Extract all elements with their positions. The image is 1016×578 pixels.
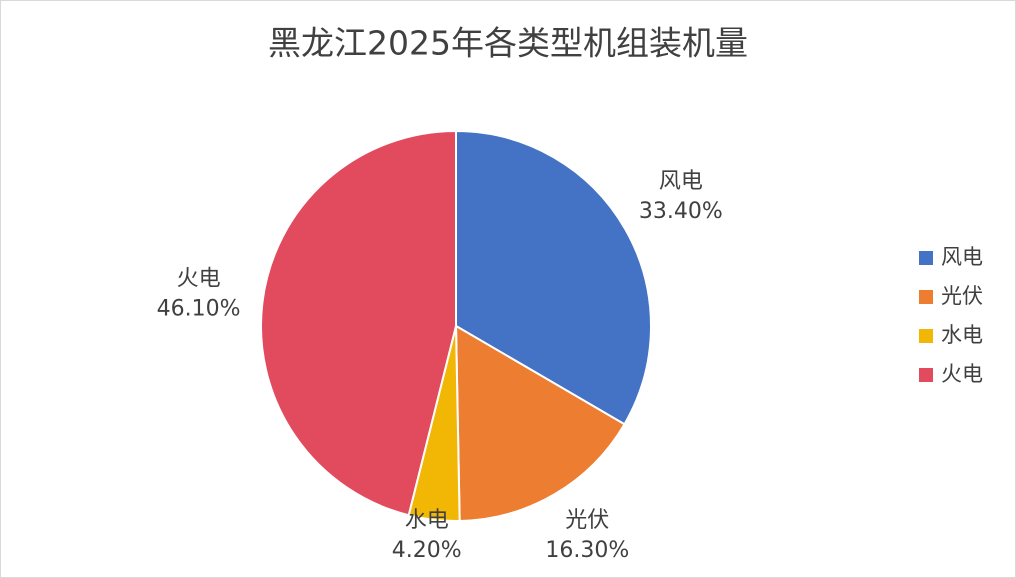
legend-label: 水电 [941,323,983,347]
legend-label: 光伏 [941,284,983,308]
data-label-name: 火电 [177,266,221,291]
pie-slice [455,129,652,426]
legend-swatch [919,290,933,304]
pie-slice [454,324,626,522]
legend-swatch [919,251,933,265]
data-label-value: 4.20% [392,538,462,563]
data-label-name: 光伏 [565,508,609,533]
data-label-value: 46.10% [157,296,241,321]
legend-label: 风电 [941,245,983,269]
legend-swatch [919,368,933,382]
legend-swatch [919,329,933,343]
data-label-value: 16.30% [545,538,629,563]
pie-slice [260,129,457,517]
data-label-name: 风电 [659,169,703,194]
chart-title: 黑龙江2025年各类型机组装机量 [268,24,748,63]
data-label-value: 33.40% [639,199,723,224]
legend-label: 火电 [941,362,983,386]
data-label-name: 水电 [405,508,449,533]
